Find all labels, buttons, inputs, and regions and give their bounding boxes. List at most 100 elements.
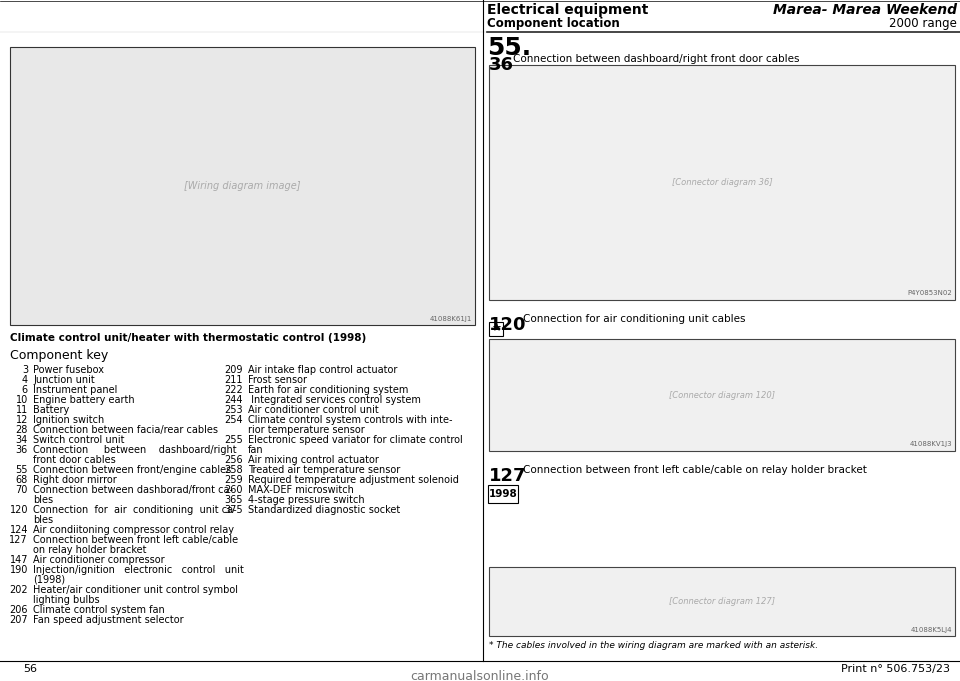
Text: 147: 147 [10, 555, 28, 565]
Text: Heater/air conditioner unit control symbol: Heater/air conditioner unit control symb… [33, 585, 238, 595]
Text: 207: 207 [10, 615, 28, 625]
Text: Connection between facia/rear cables: Connection between facia/rear cables [33, 425, 218, 435]
Bar [489, 322, 503, 336]
Text: 375: 375 [225, 505, 243, 515]
Bar [489, 567, 955, 636]
Text: Component key: Component key [10, 349, 108, 362]
Text: 36: 36 [15, 445, 28, 455]
Text: Electrical equipment: Electrical equipment [487, 3, 648, 17]
Text: Treated air temperature sensor: Treated air temperature sensor [248, 465, 400, 475]
Text: 209: 209 [225, 365, 243, 375]
Text: Air mixing control actuator: Air mixing control actuator [248, 455, 379, 465]
Text: 127: 127 [10, 535, 28, 545]
Text: Climate control system controls with inte-: Climate control system controls with int… [248, 415, 452, 425]
Text: Climate control system fan: Climate control system fan [33, 605, 165, 615]
Text: 55: 55 [15, 465, 28, 475]
Text: carmanualsonline.info: carmanualsonline.info [411, 669, 549, 681]
Text: Connection between front left cable/cable on relay holder bracket: Connection between front left cable/cabl… [523, 465, 867, 475]
Text: 259: 259 [225, 475, 243, 485]
Text: fan: fan [248, 445, 264, 455]
Text: rior temperature sensor: rior temperature sensor [248, 425, 365, 435]
Text: Injection/ignition   electronic   control   unit: Injection/ignition electronic control un… [33, 565, 244, 575]
Text: [Wiring diagram image]: [Wiring diagram image] [184, 181, 300, 191]
Text: Connection     between    dashboard/right: Connection between dashboard/right [33, 445, 236, 455]
Text: [Connector diagram 127]: [Connector diagram 127] [669, 597, 775, 606]
Text: 41088K5LJ4: 41088K5LJ4 [910, 627, 952, 633]
Text: Connection between front/engine cables: Connection between front/engine cables [33, 465, 231, 475]
Text: 28: 28 [15, 425, 28, 435]
Text: Air conditioner compressor: Air conditioner compressor [33, 555, 164, 565]
Text: 127: 127 [489, 467, 526, 485]
Text: 4: 4 [22, 375, 28, 385]
Text: Instrument panel: Instrument panel [33, 385, 117, 395]
Text: 4-stage pressure switch: 4-stage pressure switch [248, 495, 365, 505]
Text: 11: 11 [15, 405, 28, 415]
Text: Connection between front left cable/cable: Connection between front left cable/cabl… [33, 535, 238, 545]
Text: 206: 206 [10, 605, 28, 615]
Text: 41088K61J1: 41088K61J1 [430, 316, 472, 322]
Text: Right door mirror: Right door mirror [33, 475, 117, 485]
Text: 10: 10 [15, 395, 28, 405]
Text: Ignition switch: Ignition switch [33, 415, 105, 425]
Text: Component location: Component location [487, 17, 620, 30]
Text: front door cables: front door cables [33, 455, 116, 465]
Text: 34: 34 [15, 435, 28, 445]
Text: (1998): (1998) [33, 575, 65, 585]
Text: Battery: Battery [33, 405, 69, 415]
Text: ★: ★ [491, 324, 501, 334]
Text: 55.: 55. [487, 36, 531, 60]
Text: Connection  for  air  conditioning  unit ca-: Connection for air conditioning unit ca- [33, 505, 236, 515]
Text: Engine battery earth: Engine battery earth [33, 395, 134, 405]
Text: Standardized diagnostic socket: Standardized diagnostic socket [248, 505, 400, 515]
Text: 253: 253 [225, 405, 243, 415]
Text: bles: bles [33, 515, 53, 525]
Text: Switch control unit: Switch control unit [33, 435, 125, 445]
Text: 3: 3 [22, 365, 28, 375]
Text: Required temperature adjustment solenoid: Required temperature adjustment solenoid [248, 475, 459, 485]
FancyBboxPatch shape [488, 485, 518, 503]
Text: Print n° 506.753/23: Print n° 506.753/23 [841, 664, 950, 674]
Text: Electronic speed variator for climate control: Electronic speed variator for climate co… [248, 435, 463, 445]
Text: 41088KV1J3: 41088KV1J3 [909, 441, 952, 447]
Text: 211: 211 [225, 375, 243, 385]
Text: 244: 244 [225, 395, 243, 405]
Text: 68: 68 [15, 475, 28, 485]
Text: bles: bles [33, 495, 53, 505]
Text: Connection for air conditioning unit cables: Connection for air conditioning unit cab… [523, 314, 746, 324]
Bar [489, 65, 955, 300]
Text: 365: 365 [225, 495, 243, 505]
Text: 260: 260 [225, 485, 243, 495]
Text: Climate control unit/heater with thermostatic control (1998): Climate control unit/heater with thermos… [10, 333, 367, 343]
Text: Fan speed adjustment selector: Fan speed adjustment selector [33, 615, 183, 625]
Text: [Connector diagram 120]: [Connector diagram 120] [669, 390, 775, 400]
Text: 12: 12 [15, 415, 28, 425]
Text: on relay holder bracket: on relay holder bracket [33, 545, 147, 555]
Text: 1998: 1998 [489, 489, 517, 499]
Text: * The cables involved in the wiring diagram are marked with an asterisk.: * The cables involved in the wiring diag… [489, 641, 818, 650]
Bar [10, 47, 475, 325]
Text: Connection between dashborad/front ca-: Connection between dashborad/front ca- [33, 485, 233, 495]
Text: 70: 70 [15, 485, 28, 495]
Text: Air conditioner control unit: Air conditioner control unit [248, 405, 379, 415]
Text: 256: 256 [225, 455, 243, 465]
Text: 254: 254 [225, 415, 243, 425]
Text: 124: 124 [10, 525, 28, 535]
Text: 56: 56 [23, 664, 37, 674]
Text: 258: 258 [225, 465, 243, 475]
Text: Marea- Marea Weekend: Marea- Marea Weekend [773, 3, 957, 17]
Text: 2000 range: 2000 range [889, 17, 957, 30]
Text: Power fusebox: Power fusebox [33, 365, 104, 375]
Text: 255: 255 [225, 435, 243, 445]
Text: 120: 120 [10, 505, 28, 515]
Text: P4Y0853N02: P4Y0853N02 [907, 290, 952, 296]
Text: Connection between dashboard/right front door cables: Connection between dashboard/right front… [513, 54, 800, 64]
Text: Junction unit: Junction unit [33, 375, 95, 385]
Text: Air condiitoning compressor control relay: Air condiitoning compressor control rela… [33, 525, 234, 535]
Text: MAX-DEF microswitch: MAX-DEF microswitch [248, 485, 354, 495]
Text: Frost sensor: Frost sensor [248, 375, 307, 385]
Text: 36: 36 [489, 56, 514, 74]
Bar [489, 339, 955, 451]
Text: 6: 6 [22, 385, 28, 395]
Text: 120: 120 [489, 316, 526, 334]
Text: 190: 190 [10, 565, 28, 575]
